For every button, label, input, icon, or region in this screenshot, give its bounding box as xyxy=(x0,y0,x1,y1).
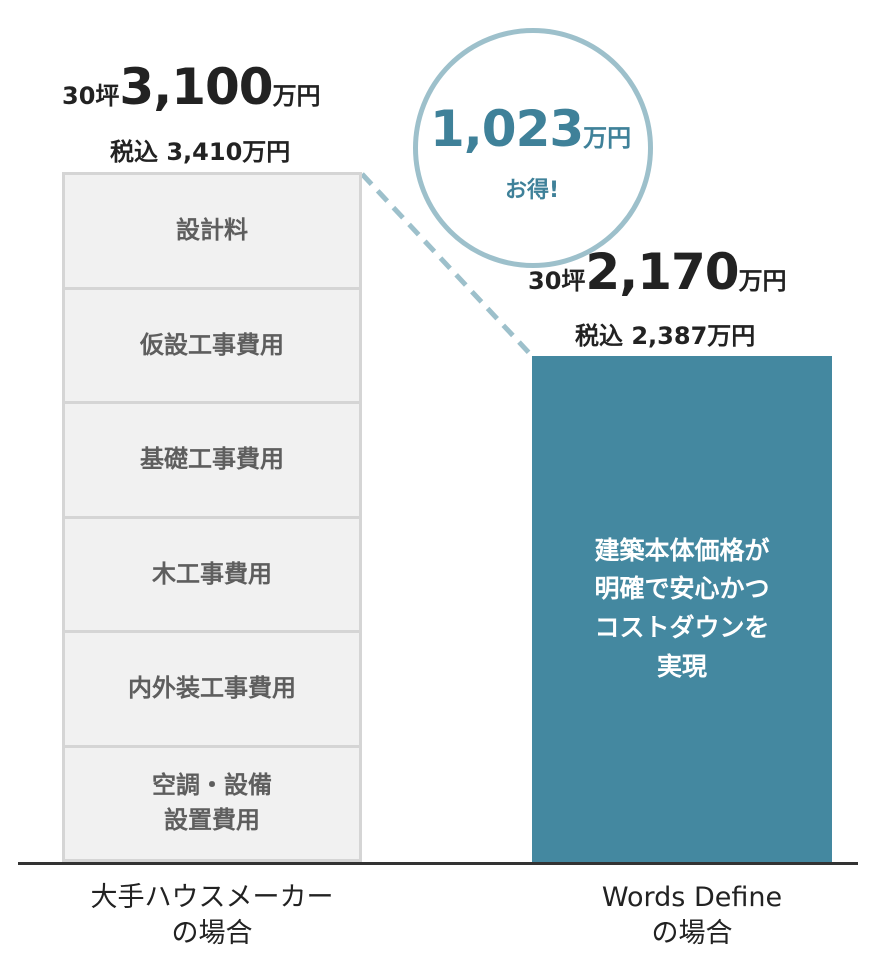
segment-design-fee: 設計料 xyxy=(65,175,359,290)
segment-foundation-work: 基礎工事費用 xyxy=(65,404,359,519)
savings-amount: 1,023万円 xyxy=(430,100,632,158)
right-cost-bar: 建築本体価格が 明確で安心かつ コストダウンを 実現 xyxy=(532,356,832,862)
segment-temporary-work: 仮設工事費用 xyxy=(65,290,359,404)
savings-text: お得! xyxy=(505,178,560,203)
segment-interior-exterior-work: 内外装工事費用 xyxy=(65,633,359,748)
left-cost-breakdown-bar: 設計料 仮設工事費用 基礎工事費用 木工事費用 内外装工事費用 空調・設備 設置… xyxy=(62,172,362,862)
right-bar-description: 建築本体価格が 明確で安心かつ コストダウンを 実現 xyxy=(594,535,770,681)
right-bar-price-label: 30坪2,170万円 xyxy=(528,243,787,301)
savings-circle xyxy=(413,28,653,268)
left-bar-price-label: 30坪3,100万円 xyxy=(62,58,321,116)
category-label-words-define: Words Define の場合 xyxy=(601,882,783,950)
left-bar-tax-label: 税込 3,410万円 xyxy=(110,138,291,166)
category-label-major-maker: 大手ハウスメーカー の場合 xyxy=(90,882,334,950)
right-bar-tax-label: 税込 2,387万円 xyxy=(575,322,756,350)
x-axis-baseline xyxy=(18,862,858,865)
segment-carpentry-work: 木工事費用 xyxy=(65,519,359,633)
segment-hvac-equipment: 空調・設備 設置費用 xyxy=(152,771,272,835)
